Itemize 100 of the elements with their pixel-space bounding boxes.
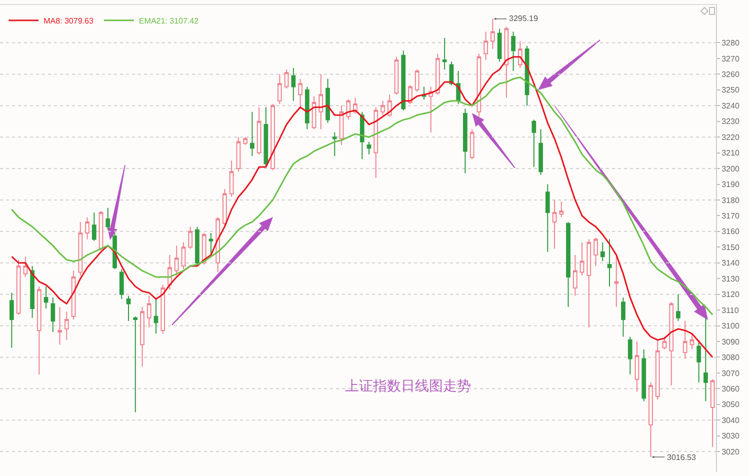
candlestick: [642, 348, 646, 402]
candlestick: [374, 106, 378, 178]
candlestick: [140, 306, 144, 368]
candlestick: [250, 111, 254, 156]
candlestick: [401, 50, 406, 111]
candlestick: [64, 311, 69, 340]
candlestick: [50, 296, 56, 333]
y-tick-label: 3240: [722, 101, 740, 110]
candlestick: [181, 242, 186, 270]
y-tick-label: 3070: [722, 368, 740, 378]
candlestick: [243, 136, 248, 146]
y-tick-label: 3150: [722, 242, 740, 252]
candlestick: [484, 31, 488, 61]
candlestick: [78, 221, 83, 276]
candlestick: [566, 221, 570, 308]
candlestick: [634, 340, 640, 392]
candlestick: [208, 232, 214, 256]
candlestick: [690, 333, 694, 350]
y-tick-label: 3190: [722, 180, 740, 190]
candlestick: [304, 86, 310, 130]
y-tick-label: 3030: [722, 432, 740, 441]
line-series: [10, 76, 714, 316]
candlestick: [318, 74, 324, 130]
y-tick-label: 3040: [722, 416, 740, 425]
y-tick-label: 3170: [722, 212, 740, 220]
candlestick: [607, 238, 612, 287]
y-tick-label: 3100: [722, 322, 740, 331]
legend-label: EMA21: 3107.42: [138, 16, 200, 26]
candlestick: [298, 78, 302, 110]
y-tick-label: 3210: [722, 148, 740, 158]
candlestick: [154, 298, 158, 334]
candlestick: [326, 78, 330, 124]
candlestick: [332, 132, 337, 156]
y-tick-label: 3120: [722, 290, 740, 300]
candlestick: [538, 128, 543, 176]
candlestick: [490, 18, 495, 50]
y-tick-label: 3020: [722, 447, 740, 456]
y-tick-label: 3080: [722, 353, 740, 362]
candlestick: [572, 254, 578, 296]
candlestick: [277, 74, 282, 105]
candlestick: [414, 68, 420, 92]
y-tick-label: 3050: [722, 400, 740, 410]
candlestick: [380, 100, 385, 116]
candlestick: [44, 286, 48, 309]
candlestick: [106, 207, 110, 230]
candlestick: [195, 226, 200, 265]
candlestick: [291, 67, 296, 102]
candlestick: [58, 306, 62, 346]
candlestick: [256, 106, 262, 155]
candlestick: [662, 336, 667, 350]
candlestick: [600, 242, 605, 262]
candlestick: [222, 188, 227, 228]
annotation: 3016.53: [667, 453, 696, 462]
candlestick: [174, 245, 179, 276]
candlestick: [442, 38, 447, 70]
candlestick: [85, 216, 90, 240]
candlestick: [264, 106, 268, 168]
candlestick: [580, 242, 584, 276]
candlestick: [682, 320, 688, 360]
line-series: [10, 56, 714, 358]
candlestick: [30, 266, 34, 318]
candlestick: [621, 296, 626, 338]
candlestick: [586, 238, 592, 328]
y-tick-label: 3140: [722, 258, 740, 268]
candlestick: [511, 31, 516, 72]
candlestick: [676, 294, 680, 322]
candlestick: [648, 382, 653, 458]
candlestick: [346, 98, 351, 120]
y-tick-label: 3220: [722, 132, 740, 142]
candlestick: [229, 160, 234, 198]
candlestick: [559, 201, 564, 218]
candlestick: [160, 284, 166, 334]
candlestick: [366, 141, 372, 155]
candlestick: [710, 378, 715, 448]
y-tick-label: 3280: [722, 38, 740, 48]
candlestick: [133, 316, 138, 413]
candlestick: [16, 259, 21, 316]
candlestick: [470, 128, 474, 160]
candlestick: [270, 104, 275, 171]
y-tick-label: 3250: [722, 86, 740, 95]
candlestick: [504, 26, 509, 98]
candlestick: [284, 68, 289, 89]
candlestick: [532, 119, 536, 168]
y-tick-label: 3110: [722, 306, 740, 315]
candlestick: [428, 86, 434, 133]
candlestick: [628, 336, 632, 376]
text: 上证指数日线图走势: [345, 378, 472, 394]
candlestick: [614, 256, 619, 308]
y-tick-label: 3090: [722, 337, 740, 346]
candlestick: [545, 184, 550, 252]
candlestick: [463, 108, 468, 174]
candlestick: [408, 84, 412, 105]
candlestick: [146, 295, 152, 328]
candlestick: [119, 268, 124, 300]
candlestick: [126, 295, 131, 322]
candlestick: [704, 317, 708, 402]
candlestick: [655, 339, 660, 400]
annotation: 3295.19: [509, 14, 538, 23]
legend-label: MA8: 3079.63: [44, 16, 94, 26]
candlestick: [696, 339, 701, 383]
